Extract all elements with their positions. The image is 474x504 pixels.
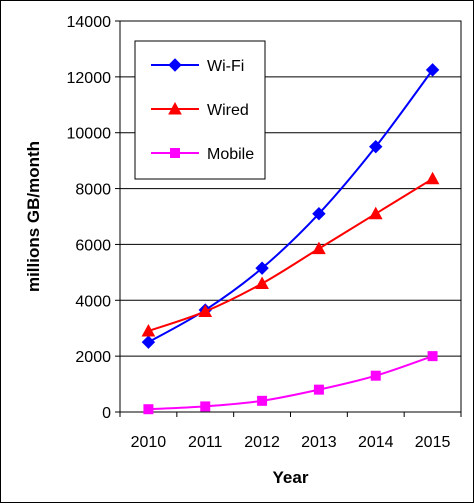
x-tick-label: 2014 (358, 434, 394, 451)
data-point-wi-fi (369, 139, 383, 154)
data-point-wired (141, 323, 156, 337)
y-tick-label: 14000 (67, 14, 112, 31)
legend-item-mobile: Mobile (151, 146, 254, 163)
data-point-wired (255, 276, 269, 290)
data-point-wired (425, 171, 440, 185)
x-tick-label: 2015 (415, 434, 451, 451)
data-point-mobile (257, 395, 268, 406)
data-point-wi-fi (141, 335, 156, 349)
y-tick-label: 12000 (67, 70, 112, 87)
data-point-mobile (143, 404, 154, 415)
data-point-wi-fi (425, 63, 440, 77)
legend-marker-wired (168, 101, 182, 115)
axes: 0 2000 4000 6000 8000 10000 12000 14000 2010 2011… (67, 14, 462, 451)
x-tick-label: 2012 (244, 434, 280, 451)
legend-item-wired: Wired (151, 101, 249, 119)
x-tick-label: 2010 (131, 434, 167, 451)
legend-marker-mobile (170, 148, 180, 158)
legend: Wi-Fi Wired Mobile (134, 40, 266, 180)
y-axis-title: millions GB/month (24, 141, 43, 292)
legend-label: Wi-Fi (207, 58, 244, 75)
series-line-mobile (148, 355, 433, 411)
y-tick-label: 2000 (75, 349, 111, 366)
x-tick-label: 2011 (188, 434, 223, 451)
legend-marker-wi-fi (168, 58, 182, 72)
x-tick-label: 2013 (301, 434, 337, 451)
data-point-wired (312, 241, 326, 255)
data-point-mobile (427, 351, 438, 362)
legend-label: Mobile (207, 146, 254, 163)
y-tick-label: 6000 (75, 237, 111, 254)
x-axis-title: Year (273, 468, 309, 487)
data-point-wi-fi (312, 207, 326, 221)
legend-label: Wired (207, 102, 249, 119)
series-wired (141, 171, 440, 337)
y-tick-label: 10000 (67, 126, 112, 143)
data-point-wired (368, 206, 383, 220)
series-group (141, 63, 440, 415)
data-point-mobile (313, 384, 324, 395)
legend-item-wi-fi: Wi-Fi (151, 58, 244, 75)
series-line-wired (148, 177, 434, 332)
y-tick-label: 4000 (75, 293, 111, 310)
series-mobile (143, 351, 438, 415)
data-point-wired (198, 304, 213, 317)
data-point-wi-fi (255, 261, 269, 275)
data-point-mobile (370, 370, 381, 381)
data-point-mobile (200, 401, 211, 412)
y-tick-label: 0 (102, 405, 111, 422)
y-tick-label: 8000 (75, 182, 111, 199)
